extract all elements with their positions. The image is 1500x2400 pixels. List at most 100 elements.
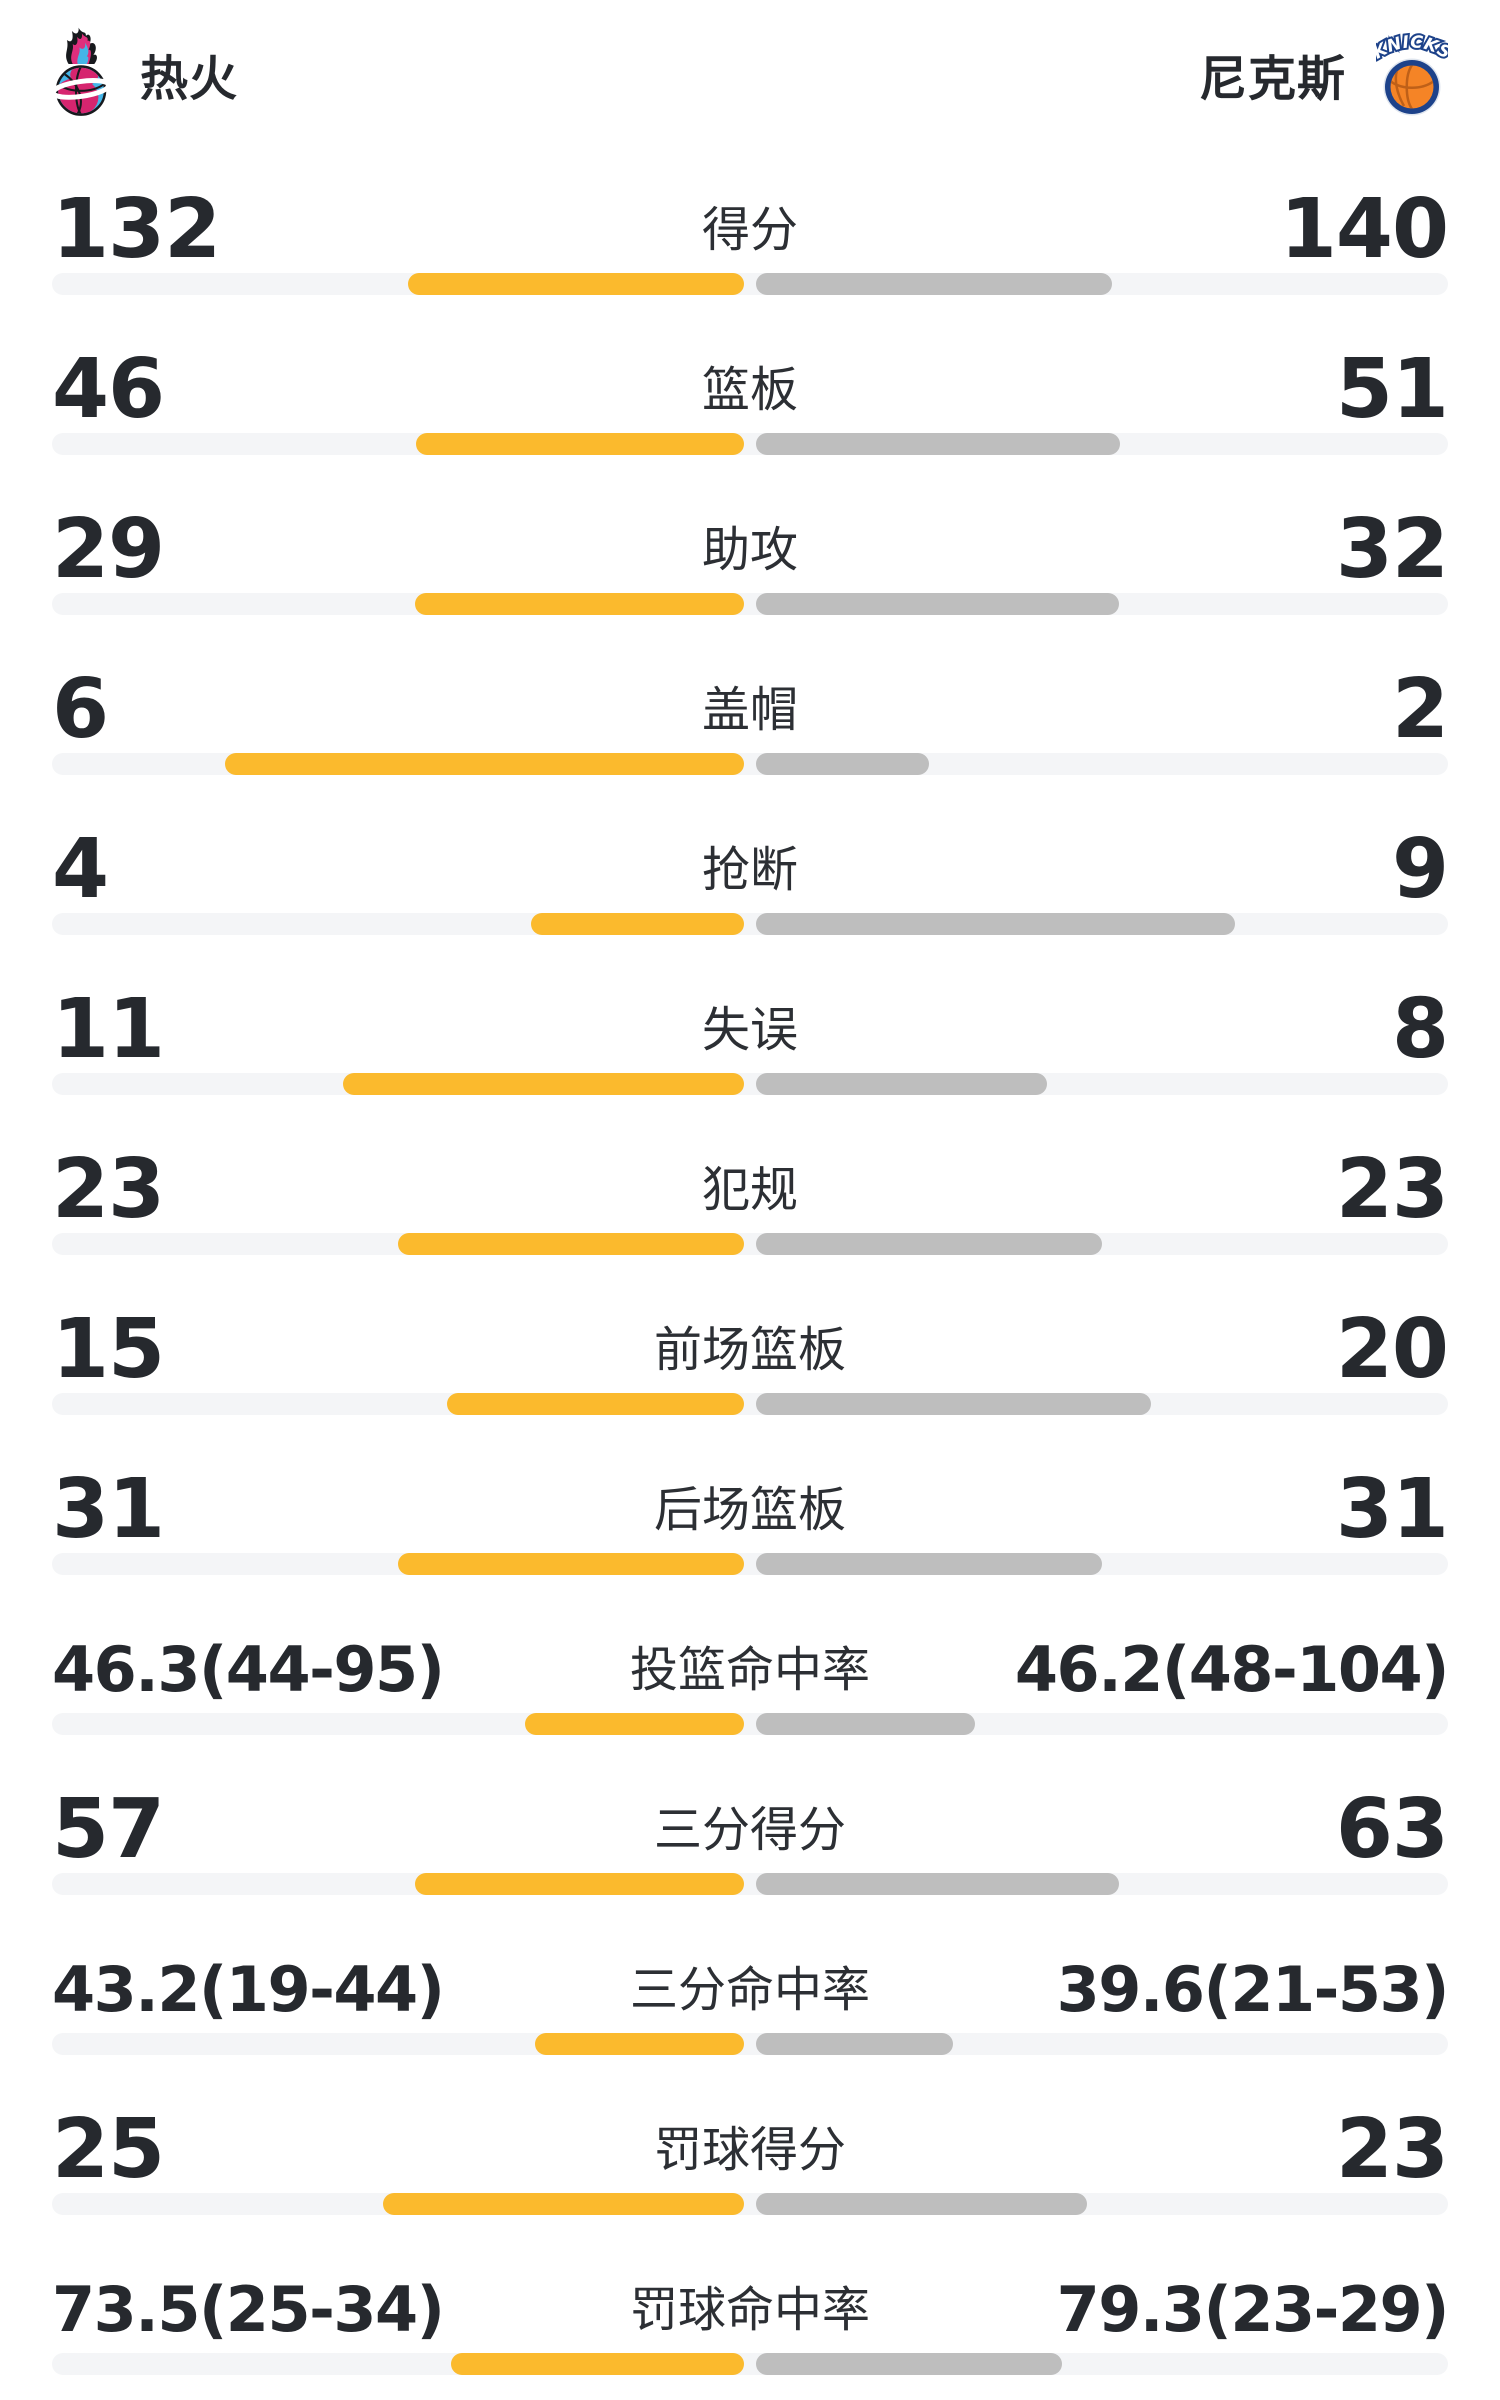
stat-bar-right	[756, 913, 1235, 935]
stat-row: 25 罚球得分 23	[0, 2070, 1500, 2230]
stat-row: 11 失误 8	[0, 950, 1500, 1110]
stat-value-right: 31	[1335, 1462, 1449, 1557]
stat-bar-right	[756, 273, 1112, 295]
stats-list: 132 得分 140 46 篮板 51 29 助攻	[0, 150, 1500, 2390]
stat-bar-left	[398, 1553, 744, 1575]
stat-bar-right	[756, 2193, 1087, 2215]
stat-value-right: 79.3(23-29)	[1056, 2273, 1450, 2346]
stat-value-left: 6	[52, 662, 109, 757]
header: 热火 尼克斯 KNICKS	[52, 26, 1448, 122]
stat-bar-track	[52, 593, 1448, 615]
knicks-logo-icon: KNICKS	[1376, 30, 1448, 116]
stat-value-left: 46.3(44-95)	[52, 1633, 445, 1706]
stat-value-right: 23	[1335, 2102, 1449, 2197]
stat-bar-left	[408, 273, 744, 295]
stat-bar-right	[756, 1073, 1047, 1095]
heat-logo-icon	[52, 27, 110, 116]
stat-row: 15 前场篮板 20	[0, 1270, 1500, 1430]
stat-label: 罚球得分	[653, 2122, 847, 2178]
stat-bar-right	[756, 2033, 953, 2055]
stat-value-right: 2	[1391, 662, 1449, 757]
stat-row: 31 后场篮板 31	[0, 1430, 1500, 1590]
stat-row: 57 三分得分 63	[0, 1750, 1500, 1910]
stat-label: 三分得分	[653, 1802, 847, 1858]
stat-value-left: 31	[52, 1462, 165, 1557]
stat-bar-track	[52, 1073, 1448, 1095]
stat-bar-track	[52, 1233, 1448, 1255]
stat-row: 46.3(44-95) 投篮命中率 46.2(48-104)	[0, 1590, 1500, 1750]
stat-bar-left	[225, 753, 744, 775]
stat-bar-track	[52, 1553, 1448, 1575]
stat-value-left: 46	[52, 342, 165, 437]
stat-value-left: 25	[52, 2102, 165, 2197]
stat-bar-track	[52, 753, 1448, 775]
stat-label: 犯规	[701, 1162, 799, 1218]
stat-bar-left	[447, 1393, 744, 1415]
stat-row: 29 助攻 32	[0, 470, 1500, 630]
stat-bar-track	[52, 1873, 1448, 1895]
stat-bar-track	[52, 913, 1448, 935]
stat-bar-right	[756, 753, 929, 775]
stat-value-left: 29	[52, 502, 165, 597]
stat-value-left: 23	[52, 1142, 165, 1237]
stat-bar-right	[756, 1233, 1102, 1255]
stat-bar-left	[416, 433, 744, 455]
stat-row: 73.5(25-34) 罚球命中率 79.3(23-29)	[0, 2230, 1500, 2390]
stat-row: 4 抢断 9	[0, 790, 1500, 950]
stat-bar-right	[756, 1873, 1119, 1895]
stat-value-right: 63	[1335, 1782, 1449, 1877]
stat-bar-track	[52, 2033, 1448, 2055]
stat-bar-right	[756, 1713, 975, 1735]
stat-bar-track	[52, 2193, 1448, 2215]
stat-label: 篮板	[701, 362, 799, 418]
stat-label: 失误	[701, 1002, 799, 1058]
stat-bar-left	[415, 1873, 744, 1895]
stat-row: 23 犯规 23	[0, 1110, 1500, 1270]
stat-label: 罚球命中率	[629, 2282, 871, 2338]
stat-value-right: 8	[1391, 982, 1449, 1077]
stat-value-right: 23	[1335, 1142, 1449, 1237]
stat-label: 抢断	[701, 842, 799, 898]
stat-label: 盖帽	[701, 682, 799, 738]
stat-bar-track	[52, 1713, 1448, 1735]
stat-value-left: 43.2(19-44)	[52, 1953, 445, 2026]
team-left[interactable]: 热火	[52, 26, 238, 122]
stat-label: 得分	[701, 202, 799, 258]
stat-bar-left	[398, 1233, 744, 1255]
stat-bar-right	[756, 433, 1120, 455]
stat-label: 后场篮板	[653, 1482, 847, 1538]
stat-value-left: 4	[52, 822, 109, 917]
stat-bar-right	[756, 593, 1119, 615]
stat-bar-left	[383, 2193, 744, 2215]
stat-row: 6 盖帽 2	[0, 630, 1500, 790]
stat-bar-track	[52, 1393, 1448, 1415]
stat-value-right: 39.6(21-53)	[1056, 1953, 1450, 2026]
team-right[interactable]: 尼克斯 KNICKS	[1199, 30, 1448, 118]
stat-bar-right	[756, 1553, 1102, 1575]
stat-value-right: 51	[1335, 342, 1449, 437]
stat-value-left: 15	[52, 1302, 165, 1397]
stat-label: 投篮命中率	[629, 1642, 871, 1698]
stat-value-right: 9	[1391, 822, 1449, 917]
stat-label: 助攻	[701, 522, 799, 578]
stat-bar-left	[451, 2353, 744, 2375]
stat-value-left: 57	[52, 1782, 165, 1877]
stat-bar-right	[756, 1393, 1151, 1415]
stat-bar-track	[52, 2353, 1448, 2375]
stat-bar-left	[535, 2033, 744, 2055]
team-left-name: 热火	[140, 51, 239, 107]
stat-value-left: 132	[52, 182, 221, 277]
stat-bar-left	[343, 1073, 744, 1095]
stat-bar-left	[415, 593, 744, 615]
stat-value-left: 11	[52, 982, 165, 1077]
stat-bar-left	[525, 1713, 744, 1735]
team-right-name: 尼克斯	[1198, 51, 1346, 107]
stat-value-right: 32	[1335, 502, 1449, 597]
stat-bar-left	[531, 913, 744, 935]
stat-value-right: 46.2(48-104)	[1014, 1633, 1450, 1706]
stat-label: 三分命中率	[629, 1962, 871, 2018]
stat-bar-right	[756, 2353, 1062, 2375]
stat-bar-track	[52, 273, 1448, 295]
stat-label: 前场篮板	[653, 1322, 847, 1378]
